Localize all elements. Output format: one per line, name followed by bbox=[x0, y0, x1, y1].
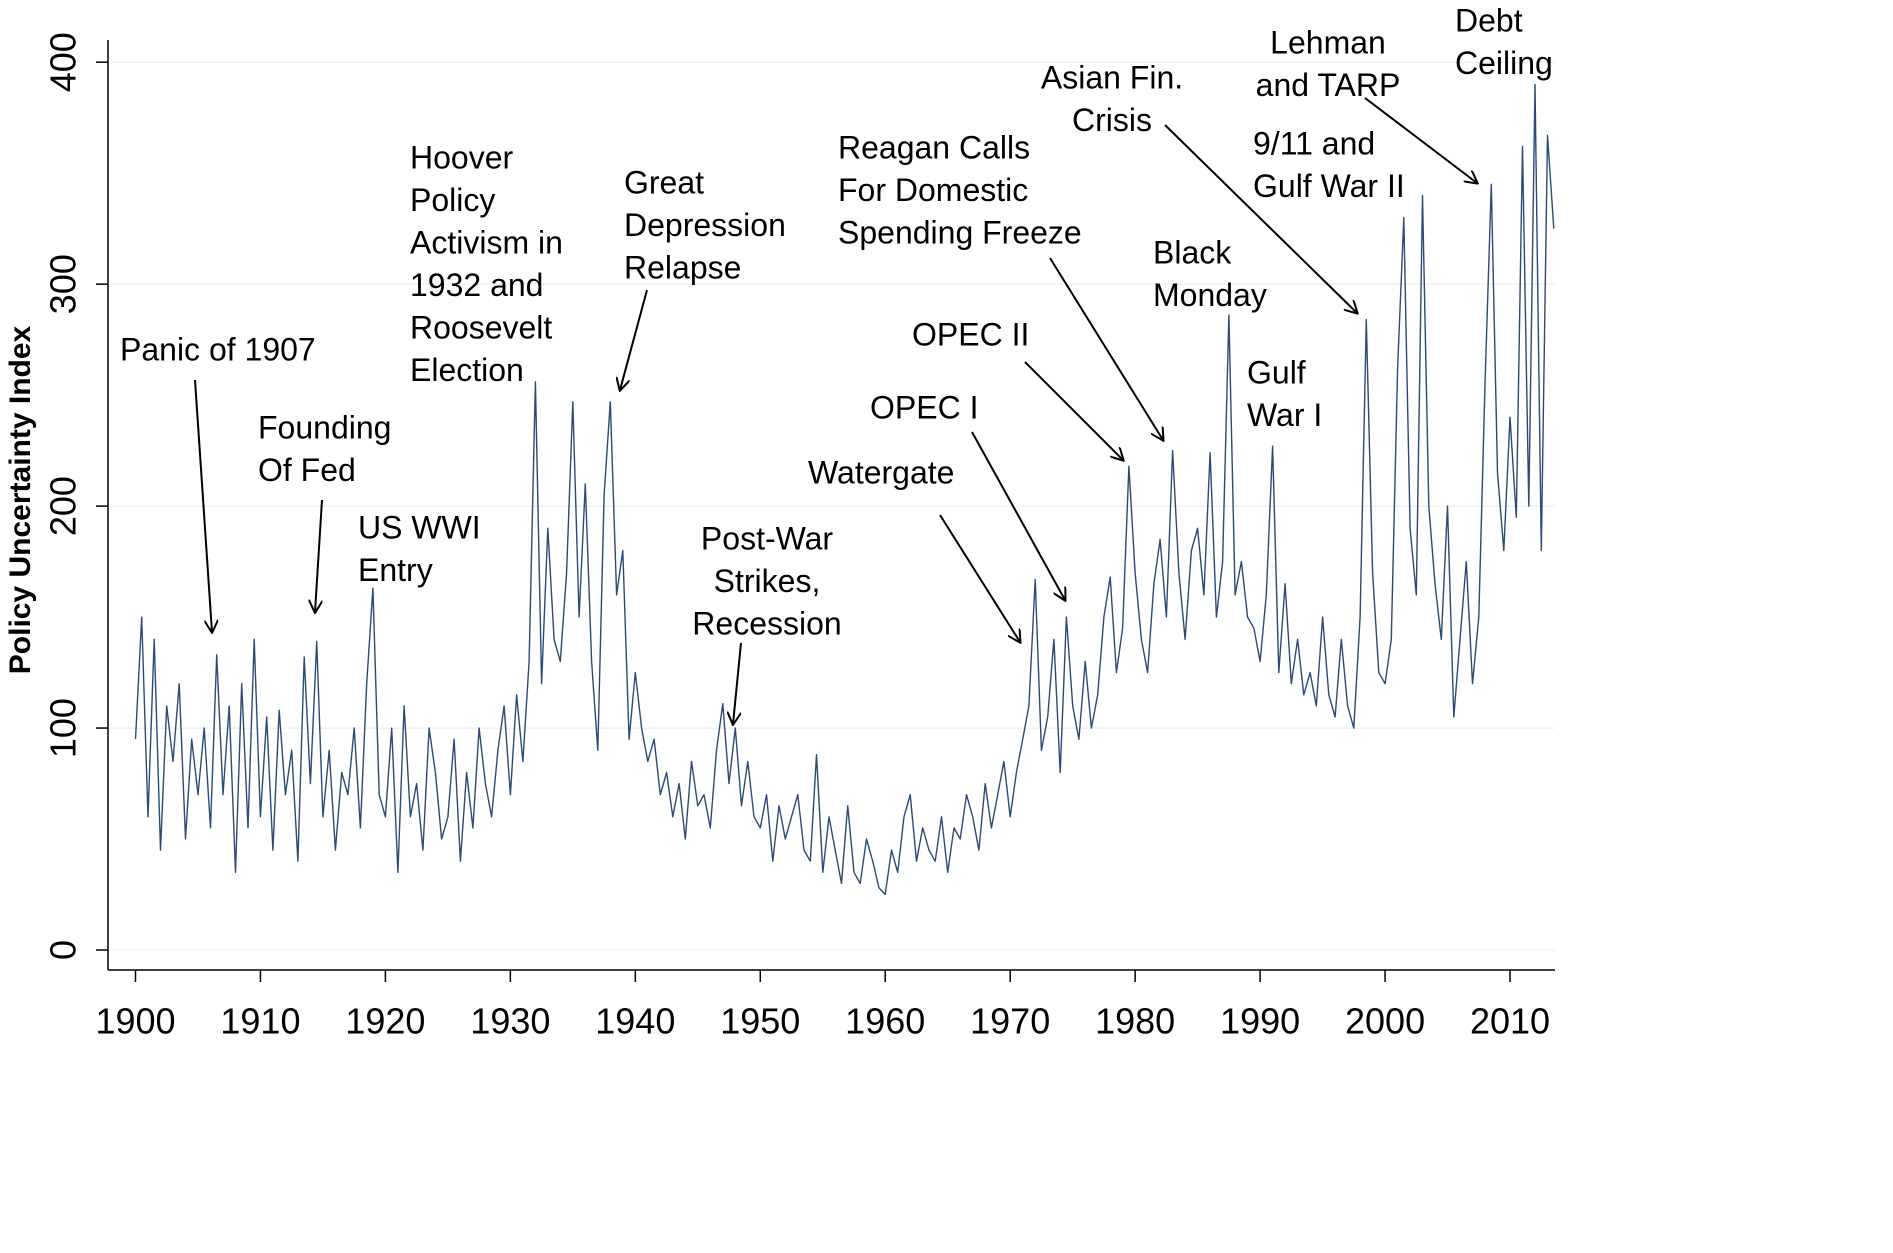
x-tick-label: 1980 bbox=[1095, 1001, 1175, 1042]
annotation-arrow bbox=[1024, 361, 1123, 460]
annotation: Election bbox=[410, 352, 524, 388]
annotation: Crisis bbox=[1072, 102, 1152, 138]
annotation: Watergate bbox=[808, 454, 954, 490]
annotation: Recession bbox=[692, 605, 841, 641]
y-tick-label: 300 bbox=[43, 254, 84, 314]
x-tick-label: 2000 bbox=[1345, 1001, 1425, 1042]
annotation: Great bbox=[624, 164, 704, 200]
annotation: Debt bbox=[1455, 2, 1523, 38]
x-tick-label: 1920 bbox=[345, 1001, 425, 1042]
annotation: Activism in bbox=[410, 224, 563, 260]
annotation: and TARP bbox=[1256, 67, 1401, 103]
annotation: Gulf bbox=[1247, 354, 1306, 390]
annotation: Asian Fin. bbox=[1041, 59, 1183, 95]
y-axis-label: Policy Uncertainty Index bbox=[4, 325, 37, 674]
annotation: OPEC II bbox=[912, 316, 1029, 352]
annotation: 9/11 and bbox=[1253, 125, 1375, 161]
annotation-arrow bbox=[194, 379, 212, 632]
annotation: 1932 and bbox=[410, 267, 543, 303]
annotation: Roosevelt bbox=[410, 309, 552, 345]
annotation: Reagan Calls bbox=[838, 129, 1030, 165]
annotation: Relapse bbox=[624, 249, 741, 285]
annotation: Ceiling bbox=[1455, 45, 1553, 81]
y-tick-label: 400 bbox=[43, 32, 84, 92]
annotation-arrow bbox=[1164, 124, 1357, 313]
annotation: Hoover bbox=[410, 139, 514, 175]
annotation-arrow bbox=[620, 289, 648, 390]
y-tick-label: 100 bbox=[43, 698, 84, 758]
annotation: Of Fed bbox=[258, 452, 356, 488]
annotation: Entry bbox=[358, 552, 433, 588]
annotation: War I bbox=[1247, 397, 1322, 433]
x-tick-label: 1900 bbox=[95, 1001, 175, 1042]
annotation: US WWI bbox=[358, 509, 481, 545]
annotation: Policy bbox=[410, 182, 495, 218]
annotation: Founding bbox=[258, 409, 391, 445]
annotation-arrow bbox=[971, 431, 1065, 600]
annotation-arrow bbox=[733, 642, 742, 724]
annotation: Strikes, bbox=[714, 563, 821, 599]
x-tick-label: 1930 bbox=[470, 1001, 550, 1042]
x-tick-label: 1940 bbox=[595, 1001, 675, 1042]
x-tick-label: 2010 bbox=[1470, 1001, 1550, 1042]
annotation: For Domestic bbox=[838, 172, 1028, 208]
annotation: Panic of 1907 bbox=[120, 331, 316, 367]
y-tick-label: 200 bbox=[43, 476, 84, 536]
annotation: Gulf War II bbox=[1253, 168, 1405, 204]
annotation: Depression bbox=[624, 207, 786, 243]
annotation: Black bbox=[1153, 234, 1232, 270]
annotation: OPEC I bbox=[870, 389, 978, 425]
x-tick-label: 1990 bbox=[1220, 1001, 1300, 1042]
annotation-arrow bbox=[1049, 257, 1163, 440]
annotation: Lehman bbox=[1270, 24, 1386, 60]
x-tick-label: 1970 bbox=[970, 1001, 1050, 1042]
x-tick-label: 1910 bbox=[220, 1001, 300, 1042]
annotation-arrow bbox=[1364, 97, 1477, 183]
annotation: Monday bbox=[1153, 277, 1267, 313]
annotation-arrow bbox=[939, 514, 1020, 642]
annotation-arrow bbox=[315, 499, 323, 612]
annotation: Post-War bbox=[701, 520, 834, 556]
x-tick-label: 1950 bbox=[720, 1001, 800, 1042]
series-line bbox=[134, 83, 1555, 896]
x-tick-label: 1960 bbox=[845, 1001, 925, 1042]
y-tick-label: 0 bbox=[43, 940, 84, 960]
annotation: Spending Freeze bbox=[838, 214, 1082, 250]
